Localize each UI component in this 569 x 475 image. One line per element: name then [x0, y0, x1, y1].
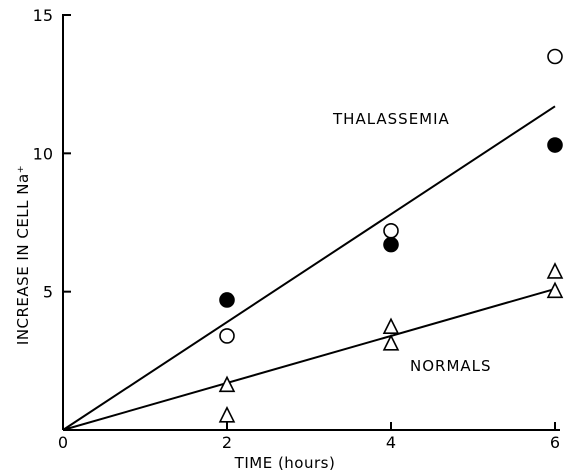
data-point-triangle	[546, 262, 564, 279]
data-point-triangle	[218, 375, 236, 393]
x-tick-label: 6	[550, 433, 560, 452]
x-tick-label: 0	[58, 433, 68, 452]
y-tick-label: 10	[33, 144, 53, 163]
data-point-triangle	[382, 334, 400, 351]
data-point-open-circle	[547, 48, 563, 65]
fit-line-thalassemia	[62, 105, 556, 431]
y-tick-label: 5	[43, 283, 53, 302]
x-axis-title: TIME (hours)	[234, 454, 336, 472]
tick-labels: 0 2 4 6 5 10 15	[33, 6, 560, 452]
ticks	[63, 14, 556, 430]
x-tick-label: 2	[222, 433, 232, 452]
data-point-triangle	[546, 281, 564, 299]
y-axis-title: INCREASE IN CELL Na⁺	[14, 165, 32, 345]
data-points	[218, 48, 564, 423]
data-point-triangle	[382, 317, 400, 335]
data-point-triangle	[218, 405, 236, 423]
data-point-open-circle	[219, 328, 235, 344]
data-point-filled-circle	[383, 236, 399, 253]
series-label-thalassemia: THALASSEMIA	[332, 110, 450, 128]
y-tick-label: 15	[33, 6, 53, 25]
data-point-filled-circle	[219, 292, 235, 308]
data-point-open-circle	[383, 223, 399, 239]
data-point-filled-circle	[547, 137, 563, 153]
fit-line-normals	[62, 287, 556, 431]
x-tick-label: 4	[386, 433, 396, 452]
series-label-normals: NORMALS	[410, 357, 492, 375]
fit-lines	[62, 105, 556, 431]
